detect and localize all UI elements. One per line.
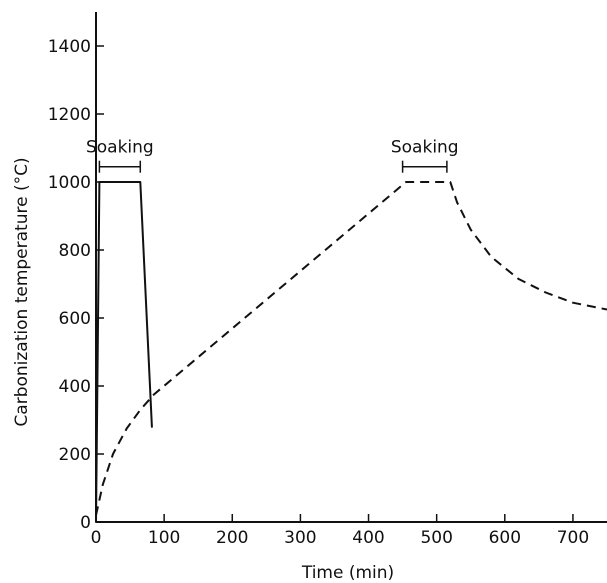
x-tick-label: 600	[489, 528, 521, 548]
x-tick-label: 200	[216, 528, 248, 548]
x-tick-label: 700	[557, 528, 589, 548]
annotations: Soaking Soaking	[86, 138, 459, 173]
soaking-label: Soaking	[391, 138, 459, 158]
y-tick-label: 1000	[48, 173, 91, 193]
axes: 0 100 200 300 400 500 600 700 0 200 400 600 800 1000 1…	[48, 12, 607, 548]
y-tick-label: 1200	[48, 105, 91, 125]
x-tick-label: 500	[420, 528, 452, 548]
y-tick-label: 400	[59, 377, 91, 397]
soaking-label: Soaking	[86, 138, 154, 158]
dashed-curve	[96, 182, 607, 515]
y-tick-label: 1400	[48, 37, 91, 57]
x-tick-label: 300	[284, 528, 316, 548]
y-tick-label: 800	[59, 241, 91, 261]
series	[96, 182, 607, 522]
x-tick-label: 100	[148, 528, 180, 548]
x-axis-label: Time (min)	[301, 563, 394, 583]
y-axis-label: Carbonization temperature (°C)	[12, 157, 32, 426]
y-tick-label: 600	[59, 309, 91, 329]
x-tick-label: 400	[352, 528, 384, 548]
x-tick-label: 0	[91, 528, 102, 548]
y-tick-label: 0	[80, 513, 91, 533]
solid-curve	[96, 182, 152, 522]
y-tick-label: 200	[59, 445, 91, 465]
